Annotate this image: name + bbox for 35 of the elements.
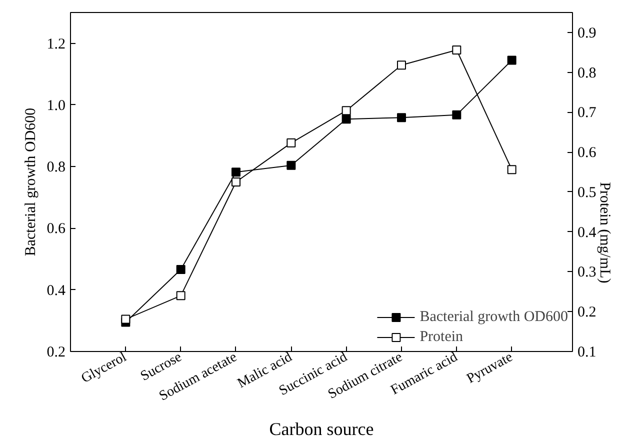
legend-label: Protein (420, 328, 464, 346)
point (507, 56, 516, 65)
y-tick-label: 1.0 (46, 98, 66, 114)
point (231, 178, 240, 186)
point (176, 291, 186, 300)
y-tick-label: 0.2 (46, 344, 66, 360)
point (342, 114, 351, 124)
point (507, 165, 516, 174)
y2-tick-label: 0.3 (578, 264, 596, 281)
point (121, 314, 130, 324)
y2-tick-label: 0.6 (578, 145, 597, 162)
legend-label: Bacterial growth OD600 (420, 308, 568, 326)
y2-tick-label: 0.5 (578, 184, 596, 201)
y-tick-label: 1.2 (46, 36, 66, 52)
y-axis-title: Bacterial growth OD600 (22, 108, 39, 256)
point (396, 60, 406, 70)
y2-tick-label: 0.7 (578, 105, 597, 122)
point (452, 110, 462, 120)
y-tick-label: 0.4 (46, 282, 66, 299)
y-tick-label: 0.6 (46, 221, 66, 238)
point (286, 160, 296, 170)
y2-tick-label: 0.9 (578, 25, 596, 42)
y2-tick-label: 0.2 (578, 304, 596, 321)
y2-tick-label: 0.8 (578, 65, 596, 82)
x-axis-title: Carbon source (269, 418, 374, 439)
y2-tick-label: 0.4 (578, 224, 597, 241)
point (231, 168, 240, 177)
point (396, 113, 406, 122)
y-tick-label: 0.8 (46, 160, 66, 176)
point (286, 138, 296, 148)
point (176, 265, 186, 274)
y2-axis-title: Protein (mg/mL) (596, 182, 612, 284)
point (452, 45, 462, 54)
y2-tick-label: 0.1 (578, 344, 596, 360)
point (342, 106, 351, 116)
